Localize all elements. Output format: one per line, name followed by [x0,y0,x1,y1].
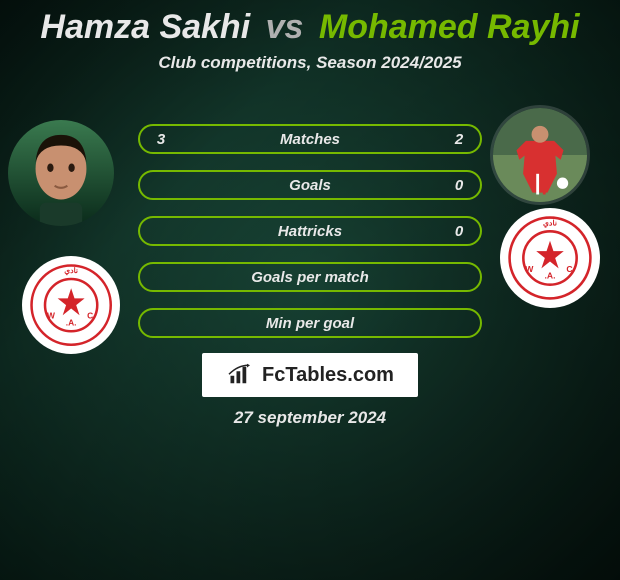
stat-value-right: 0 [452,177,466,194]
stat-row-hattricks: Hattricks 0 [138,216,482,246]
svg-text:نادي: نادي [64,266,78,276]
date-text: 27 september 2024 [0,408,620,428]
player2-figure-icon [493,108,587,202]
svg-text:W: W [525,264,534,274]
svg-text:.A.: .A. [66,317,77,327]
watermark-text: FcTables.com [262,364,394,387]
player2-name: Mohamed Rayhi [319,8,580,46]
subtitle: Club competitions, Season 2024/2025 [0,53,620,73]
player1-figure-icon [8,120,114,226]
stat-row-goals-per-match: Goals per match [138,262,482,292]
stat-row-matches: 3 Matches 2 [138,124,482,154]
watermark-logo: FcTables.com [202,353,418,397]
player2-club-badge: W .A. C. نادي [500,208,600,308]
stat-label: Goals [168,177,452,194]
stat-label: Matches [168,131,452,148]
content: Hamza Sakhi vs Mohamed Rayhi Club compet… [0,0,620,580]
stat-value-right: 2 [452,131,466,148]
vs-text: vs [266,8,304,46]
player1-avatar [8,120,114,226]
page-title: Hamza Sakhi vs Mohamed Rayhi [0,0,620,47]
stat-value-right: 0 [452,223,466,240]
svg-text:C.: C. [87,310,95,320]
stats-list: 3 Matches 2 Goals 0 Hattricks 0 Goals pe… [138,124,482,354]
club-badge-icon: W .A. C. نادي [29,263,113,347]
svg-text:نادي: نادي [543,218,557,228]
svg-text:.A.: .A. [545,271,556,281]
stat-row-min-per-goal: Min per goal [138,308,482,338]
svg-text:W: W [47,310,55,320]
player1-club-badge: W .A. C. نادي [22,256,120,354]
stat-row-goals: Goals 0 [138,170,482,200]
chart-icon [226,363,256,387]
stat-value-left: 3 [154,131,168,148]
stat-label: Min per goal [168,315,452,332]
stat-label: Hattricks [168,223,452,240]
club-badge-icon: W .A. C. نادي [507,215,593,301]
svg-text:C.: C. [566,264,575,274]
player1-name: Hamza Sakhi [40,8,250,46]
player2-avatar [490,105,590,205]
stat-label: Goals per match [168,269,452,286]
